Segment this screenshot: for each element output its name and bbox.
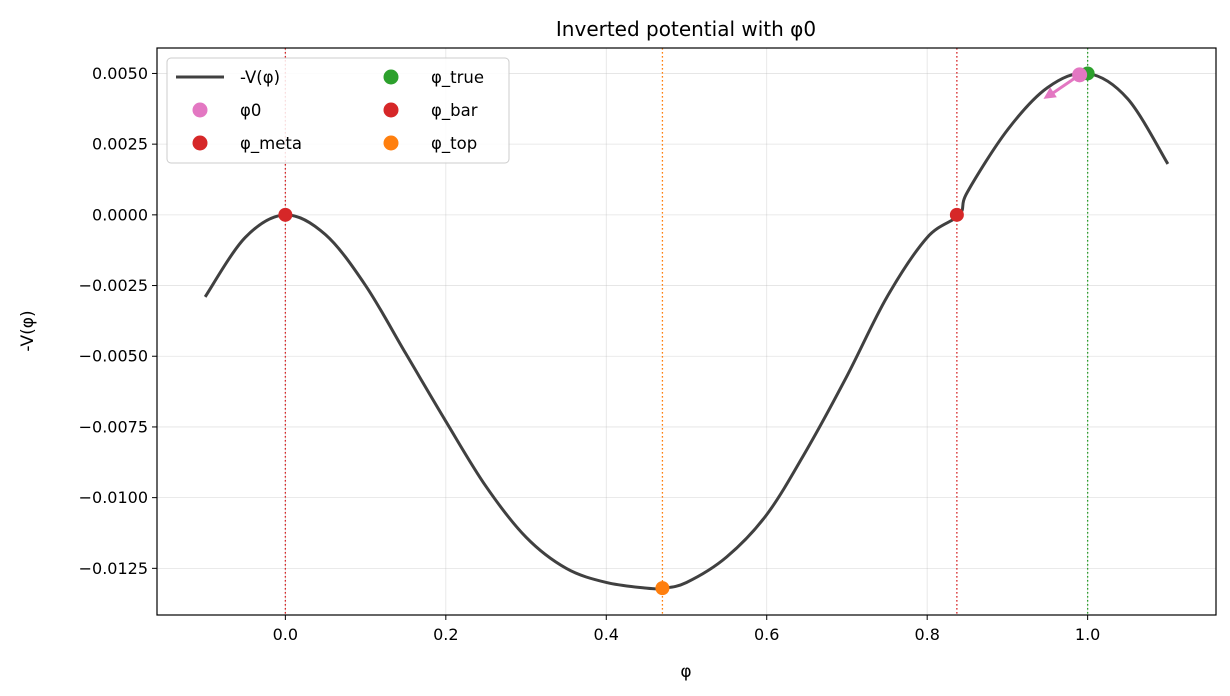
chart-title: Inverted potential with φ0 — [556, 17, 816, 41]
legend-label--V(φ): -V(φ) — [240, 68, 280, 87]
x-axis: 0.0 0.2 0.4 0.6 0.8 1.0 — [273, 615, 1100, 644]
x-tick-label: 0.8 — [914, 625, 939, 644]
point-φ_meta — [278, 207, 293, 222]
legend-label-φ_top: φ_top — [431, 134, 477, 154]
legend-label-φ_meta: φ_meta — [240, 134, 302, 154]
y-tick-label: −0.0100 — [79, 488, 148, 507]
y-tick-label: −0.0050 — [79, 347, 148, 366]
point-φ_bar — [949, 207, 964, 222]
legend-marker-φ_top — [383, 135, 399, 151]
legend-marker-φ0 — [192, 102, 208, 118]
legend-label-φ0: φ0 — [240, 101, 261, 120]
y-tick-label: 0.0000 — [92, 205, 148, 224]
legend-marker-φ_bar — [383, 102, 399, 118]
y-tick-label: 0.0050 — [92, 64, 148, 83]
y-tick-label: −0.0025 — [79, 276, 148, 295]
legend-marker-φ_meta — [192, 135, 208, 151]
grid — [157, 48, 1216, 615]
y-tick-label: −0.0075 — [79, 417, 148, 436]
x-tick-label: 1.0 — [1075, 625, 1100, 644]
y-tick-label: −0.0125 — [79, 559, 148, 578]
plot-frame — [156, 47, 1217, 616]
point-φ_top — [655, 581, 670, 596]
x-tick-label: 0.2 — [433, 625, 458, 644]
y-axis: 0.0050 0.0025 0.0000 −0.0025 −0.0050 −0.0075 −… — [79, 64, 157, 578]
curve-line — [203, 71, 1170, 591]
point-layer — [278, 66, 1095, 596]
x-tick-label: 0.4 — [594, 625, 619, 644]
legend: -V(φ) φ0 φ_meta φ_true φ_bar φ_top — [166, 57, 510, 164]
x-axis-label: φ — [680, 662, 691, 682]
legend-marker-φ_true — [383, 69, 399, 85]
reference-lines — [284, 48, 1089, 615]
curve-layer — [203, 71, 1170, 591]
x-tick-label: 0.0 — [273, 625, 298, 644]
legend-box — [166, 57, 510, 164]
point-φ0 — [1072, 67, 1088, 83]
y-tick-label: 0.0025 — [92, 135, 148, 154]
x-tick-label: 0.6 — [754, 625, 779, 644]
arrow-head — [1043, 87, 1057, 99]
y-axis-label: -V(φ) — [18, 310, 38, 351]
legend-label-φ_bar: φ_bar — [431, 101, 478, 121]
legend-label-φ_true: φ_true — [431, 68, 484, 88]
